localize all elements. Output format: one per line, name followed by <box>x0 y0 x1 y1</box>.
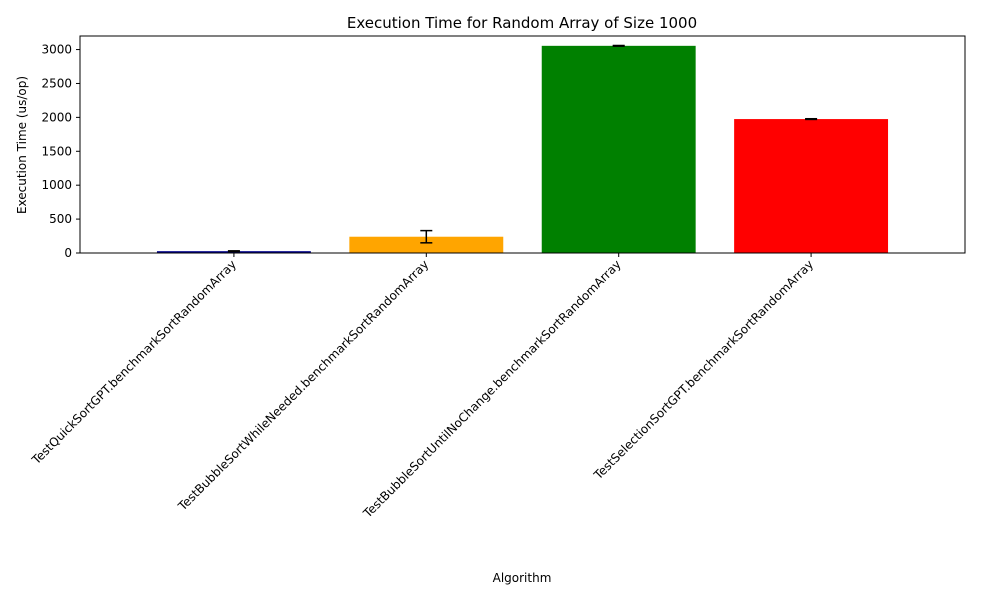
chart-title: Execution Time for Random Array of Size … <box>347 14 697 32</box>
x-tick-label: TestSelectionSortGPT.benchmarkSortRandom… <box>591 257 817 483</box>
plot-frame <box>79 35 966 254</box>
x-axis: TestQuickSortGPT.benchmarkSortRandomArra… <box>28 253 816 521</box>
error-bar-3 <box>612 44 625 47</box>
y-tick-label: 2000 <box>41 110 72 124</box>
y-axis-label: Execution Time (us/op) <box>15 76 29 214</box>
x-tick-label: TestBubbleSortWhileNeeded.benchmarkSortR… <box>175 257 432 514</box>
bars <box>156 45 889 254</box>
y-tick-label: 2500 <box>41 76 72 90</box>
y-tick-label: 1000 <box>41 178 72 192</box>
bar-2 <box>349 236 504 253</box>
y-axis: 0 500 1000 1500 2000 2500 3000 <box>41 43 80 260</box>
error-bar-2 <box>420 229 433 244</box>
y-tick-label: 500 <box>49 212 72 226</box>
x-axis-label: Algorithm <box>493 571 552 585</box>
y-tick-label: 0 <box>64 246 72 260</box>
x-tick-label: TestQuickSortGPT.benchmarkSortRandomArra… <box>28 257 239 468</box>
bar-3 <box>541 45 696 254</box>
bar-4 <box>734 119 889 253</box>
error-bars <box>227 44 818 253</box>
y-tick-label: 3000 <box>41 43 72 57</box>
y-tick-label: 1500 <box>41 144 72 158</box>
error-bar-1 <box>227 250 240 253</box>
error-bar-4 <box>805 117 818 121</box>
